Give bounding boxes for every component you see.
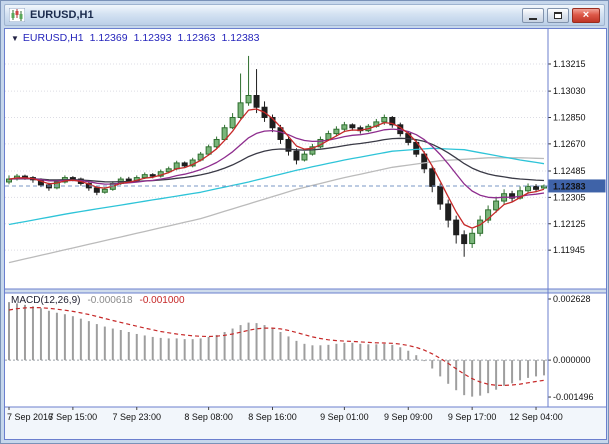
candle-body — [141, 174, 148, 179]
ohlc-header: ▼ EURUSD,H1 1.12369 1.12393 1.12363 1.12383 — [11, 32, 265, 44]
candle-body — [437, 185, 444, 205]
high-value: 1.12393 — [133, 32, 172, 44]
candle-body — [269, 116, 276, 129]
svg-text:1.12305: 1.12305 — [553, 192, 586, 202]
candle-body — [461, 234, 468, 245]
close-icon: × — [582, 8, 590, 21]
chart-content: ▼ EURUSD,H1 1.12369 1.12393 1.12363 1.12383 M… — [4, 28, 607, 440]
candle-body — [301, 153, 308, 161]
candle-body — [93, 187, 100, 193]
candle-body — [469, 232, 476, 245]
candle-body — [205, 146, 212, 155]
svg-text:0.000000: 0.000000 — [553, 355, 591, 365]
candle-body — [525, 185, 532, 192]
chart-icon — [9, 8, 25, 22]
svg-text:1.13215: 1.13215 — [553, 59, 586, 69]
minimize-button[interactable] — [522, 7, 544, 23]
candle-body — [101, 188, 108, 193]
price-grid — [5, 63, 548, 251]
svg-text:9 Sep 17:00: 9 Sep 17:00 — [448, 412, 497, 422]
svg-text:1.12850: 1.12850 — [553, 112, 586, 122]
candle-body — [341, 124, 348, 130]
candle-body — [69, 177, 76, 180]
close-value: 1.12383 — [221, 32, 260, 44]
window-title: EURUSD,H1 — [30, 9, 94, 21]
ma-long-gray — [8, 157, 545, 264]
candle-body — [333, 128, 340, 135]
ma-medium-magenta — [8, 128, 545, 199]
macd-label: MACD(12,26,9) — [11, 295, 81, 306]
svg-text:1.12125: 1.12125 — [553, 219, 586, 229]
window-titlebar[interactable]: EURUSD,H1 × — [4, 4, 605, 26]
candle-body — [165, 168, 172, 173]
svg-text:1.13030: 1.13030 — [553, 86, 586, 96]
candle-body — [509, 193, 516, 199]
candle-body — [285, 138, 292, 152]
svg-text:7 Sep 23:00: 7 Sep 23:00 — [112, 412, 161, 422]
svg-text:9 Sep 01:00: 9 Sep 01:00 — [320, 412, 369, 422]
macd-signal-value: -0.001000 — [139, 295, 185, 306]
svg-text:7 Sep 15:00: 7 Sep 15:00 — [49, 412, 98, 422]
candle-body — [421, 153, 428, 170]
candle-body — [237, 102, 244, 118]
svg-text:9 Sep 09:00: 9 Sep 09:00 — [384, 412, 433, 422]
ma-slow-dark — [8, 137, 545, 183]
candle-body — [533, 185, 540, 190]
minimize-icon — [529, 17, 537, 20]
symbol-label: EURUSD,H1 — [22, 32, 84, 44]
ma-fast-red — [8, 108, 545, 229]
open-value: 1.12369 — [89, 32, 128, 44]
candle-body — [485, 209, 492, 221]
time-strip — [5, 407, 606, 439]
candle-body — [149, 174, 156, 177]
candle-body — [381, 116, 388, 123]
macd-axis[interactable]: 0.002628 0.000000 -0.001496 — [548, 294, 594, 402]
restore-icon — [554, 11, 562, 19]
candle-body — [125, 178, 132, 182]
svg-text:-0.001496: -0.001496 — [553, 392, 594, 402]
candle-body — [477, 219, 484, 234]
macd-signal-line — [8, 306, 545, 387]
macd-histogram — [8, 302, 546, 397]
price-axis[interactable]: 1.13215 1.13030 1.12850 1.12670 1.12485 1.123… — [548, 59, 586, 255]
candle-body — [349, 124, 356, 129]
candle-body — [293, 150, 300, 161]
candle-body — [245, 95, 252, 104]
svg-text:1.12383: 1.12383 — [553, 181, 586, 191]
svg-text:8 Sep 08:00: 8 Sep 08:00 — [184, 412, 233, 422]
svg-text:1.11945: 1.11945 — [553, 245, 585, 255]
price-tag: 1.12383 — [548, 179, 606, 193]
close-button[interactable]: × — [572, 7, 600, 23]
candle-body — [453, 219, 460, 236]
svg-text:0.002628: 0.002628 — [553, 294, 591, 304]
restore-button[interactable] — [547, 7, 569, 23]
candle-body — [213, 138, 220, 148]
candles — [6, 55, 548, 257]
low-value: 1.12363 — [177, 32, 216, 44]
candle-body — [229, 116, 236, 129]
panel-divider[interactable] — [5, 289, 606, 293]
svg-text:12 Sep 04:00: 12 Sep 04:00 — [509, 412, 563, 422]
chart-canvas[interactable]: 1.12383 1.13215 1.13030 1.12850 1.12670 1.124… — [5, 29, 606, 439]
macd-header: MACD(12,26,9) -0.000618 -0.001000 — [11, 295, 185, 306]
svg-text:1.12670: 1.12670 — [553, 139, 586, 149]
ma-cyan — [8, 147, 545, 226]
svg-text:1.12485: 1.12485 — [553, 166, 586, 176]
macd-main-value: -0.000618 — [87, 295, 133, 306]
candle-body — [445, 203, 452, 221]
candle-body — [53, 181, 60, 189]
candle-body — [181, 162, 188, 167]
candle-body — [389, 116, 396, 126]
candle-body — [253, 95, 260, 108]
expand-arrow-icon[interactable]: ▼ — [11, 34, 19, 43]
candle-body — [429, 168, 436, 187]
candle-body — [493, 200, 500, 211]
svg-text:7 Sep 2016: 7 Sep 2016 — [7, 412, 53, 422]
svg-text:8 Sep 16:00: 8 Sep 16:00 — [248, 412, 297, 422]
